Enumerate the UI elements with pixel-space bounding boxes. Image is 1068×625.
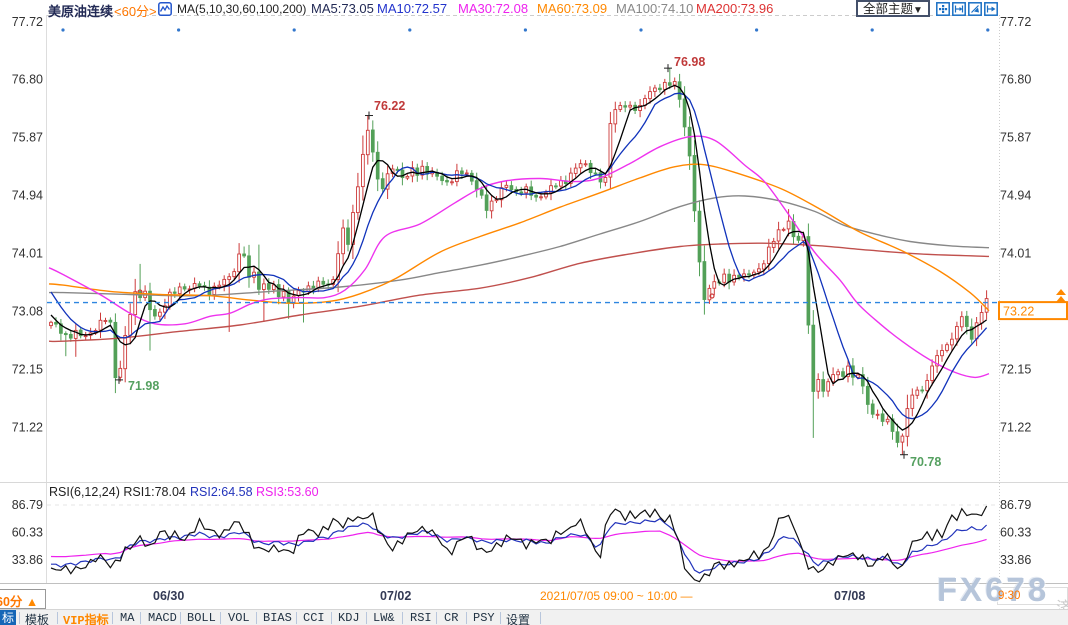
svg-text:RSI3:53.60: RSI3:53.60: [256, 485, 319, 499]
svg-text:77.72: 77.72: [12, 15, 43, 29]
svg-text:RSI(6,12,24) RSI1:78.04: RSI(6,12,24) RSI1:78.04: [49, 485, 186, 499]
svg-text:74.01: 74.01: [1000, 246, 1031, 260]
svg-text:76.80: 76.80: [1000, 72, 1031, 86]
svg-text:76.80: 76.80: [12, 72, 43, 86]
svg-text:74.94: 74.94: [12, 188, 43, 202]
svg-text:76.22: 76.22: [374, 99, 405, 113]
svg-text:86.79: 86.79: [1000, 498, 1031, 512]
svg-text:86.79: 86.79: [12, 498, 43, 512]
svg-text:76.98: 76.98: [674, 55, 705, 69]
svg-text:72.15: 72.15: [1000, 362, 1031, 376]
svg-text:72.15: 72.15: [12, 362, 43, 376]
svg-text:60.33: 60.33: [12, 526, 43, 540]
svg-text:75.87: 75.87: [12, 130, 43, 144]
svg-text:33.86: 33.86: [12, 553, 43, 567]
svg-text:71.22: 71.22: [12, 420, 43, 434]
svg-text:75.87: 75.87: [1000, 130, 1031, 144]
svg-text:RSI2:64.58: RSI2:64.58: [190, 485, 253, 499]
svg-text:73.08: 73.08: [12, 304, 43, 318]
svg-text:33.86: 33.86: [1000, 553, 1031, 567]
svg-text:74.01: 74.01: [12, 246, 43, 260]
svg-text:71.22: 71.22: [1000, 420, 1031, 434]
svg-text:77.72: 77.72: [1000, 15, 1031, 29]
svg-text:73.22: 73.22: [1003, 305, 1034, 319]
svg-text:74.94: 74.94: [1000, 188, 1031, 202]
svg-text:60.33: 60.33: [1000, 526, 1031, 540]
svg-text:70.78: 70.78: [910, 455, 941, 469]
svg-text:71.98: 71.98: [128, 379, 159, 393]
